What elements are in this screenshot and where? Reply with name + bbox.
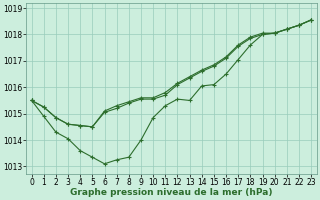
- X-axis label: Graphe pression niveau de la mer (hPa): Graphe pression niveau de la mer (hPa): [70, 188, 273, 197]
